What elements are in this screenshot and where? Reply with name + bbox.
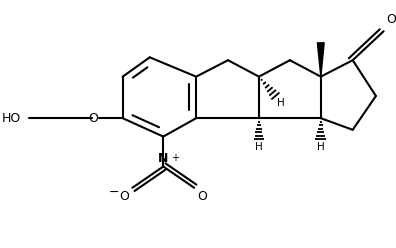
Text: O: O xyxy=(120,190,129,203)
Text: H: H xyxy=(255,142,263,152)
Text: O: O xyxy=(386,13,396,26)
Text: HO: HO xyxy=(2,112,21,125)
Text: O: O xyxy=(89,112,99,125)
Text: H: H xyxy=(317,142,325,152)
Text: N: N xyxy=(158,152,168,165)
Text: −: − xyxy=(109,186,119,199)
Polygon shape xyxy=(318,43,324,77)
Text: O: O xyxy=(197,190,207,203)
Text: H: H xyxy=(277,98,285,108)
Text: +: + xyxy=(171,153,179,163)
